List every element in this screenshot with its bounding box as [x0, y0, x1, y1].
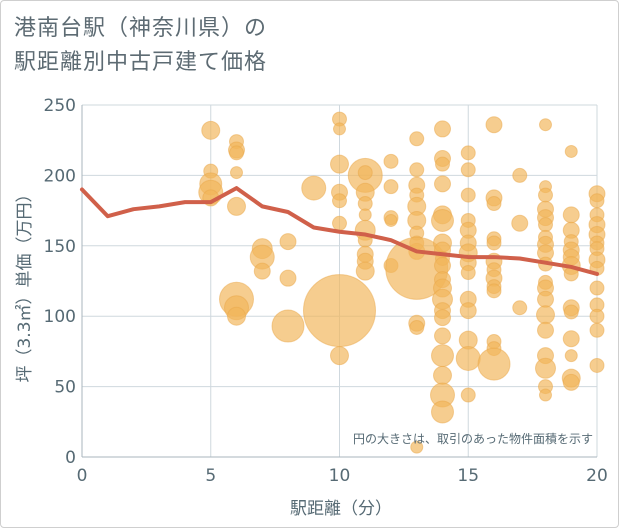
bubble-point-111: [538, 217, 553, 233]
bubble-point-22: [330, 154, 349, 174]
bubble-point-8: [230, 166, 243, 180]
bubble-point-39: [383, 179, 399, 195]
bubble-point-152: [589, 357, 605, 373]
bubble-point-56: [434, 120, 451, 138]
bubble-point-151: [589, 322, 605, 338]
bubble-point-19: [301, 175, 327, 201]
x-tick-label-5: 5: [205, 466, 216, 486]
y-tick-label-250: 250: [44, 96, 76, 116]
x-tick-label-0: 0: [77, 466, 88, 486]
bubble-point-135: [562, 330, 580, 348]
bubble-point-0: [201, 120, 221, 140]
bubble-point-119: [536, 305, 555, 325]
bubble-point-126: [562, 206, 580, 224]
average-price-line: [80, 186, 599, 276]
bubble-point-99: [486, 283, 502, 299]
bubble-point-76: [460, 145, 476, 161]
bubble-point-73: [433, 365, 452, 385]
bubble-series: [198, 111, 606, 454]
bubble-point-41: [384, 213, 398, 227]
y-axis-title: 坪（3.3㎡）単価（万円）: [15, 185, 35, 382]
bubble-point-150: [589, 308, 605, 324]
bubble-point-24: [332, 193, 347, 209]
bubble-point-17: [279, 269, 297, 287]
bubble-point-43: [409, 131, 425, 147]
bubble-point-16: [279, 233, 297, 251]
bubble-point-59: [434, 175, 451, 193]
bubble-point-38: [383, 153, 399, 169]
y-tick-label-150: 150: [44, 237, 76, 257]
x-tick-label-20: 20: [586, 466, 608, 486]
bubble-point-140: [589, 193, 605, 209]
bubble-point-32: [358, 208, 372, 222]
bubble-point-138: [562, 373, 580, 391]
bubble-point-77: [460, 162, 476, 178]
x-tick-label-15: 15: [457, 466, 479, 486]
bubble-point-104: [511, 214, 529, 232]
bubble-point-29: [357, 165, 373, 181]
bubble-point-78: [460, 187, 476, 203]
bubble-point-70: [434, 309, 451, 327]
bubble-point-89: [460, 387, 476, 403]
bubble-point-72: [431, 344, 454, 368]
bubble-point-37: [355, 261, 375, 281]
y-tick-label-200: 200: [44, 166, 76, 186]
bubble-point-136: [564, 349, 578, 363]
bubble-point-15: [253, 262, 271, 280]
bubble-point-118: [537, 290, 554, 308]
bubble-point-54: [409, 319, 425, 335]
bubble-point-102: [477, 347, 511, 381]
bubble-point-103: [512, 167, 528, 183]
bubble-point-75: [431, 400, 454, 424]
bubble-point-105: [512, 300, 528, 316]
bubble-point-88: [455, 345, 481, 371]
bubble-point-124: [539, 388, 552, 402]
bubble-point-86: [459, 302, 477, 320]
bubble-point-18: [271, 309, 305, 343]
bubble-point-12: [227, 306, 246, 326]
bubble-point-148: [589, 280, 605, 296]
x-axis-title: 駅距離（分）: [290, 499, 392, 519]
y-tick-label-50: 50: [54, 378, 76, 398]
x-tick-label-10: 10: [329, 466, 351, 486]
bubble-point-9: [227, 196, 246, 216]
bubble-point-71: [434, 327, 451, 345]
bubble-point-90: [485, 116, 503, 134]
bubble-point-25: [332, 215, 347, 231]
bubble-point-55: [410, 440, 424, 454]
bubble-point-21: [333, 122, 346, 136]
bubble-point-58: [435, 156, 450, 172]
bubble-point-125: [564, 144, 578, 158]
bubble-point-134: [563, 304, 579, 320]
bubble-point-120: [537, 321, 554, 339]
y-tick-label-0: 0: [65, 448, 76, 468]
bubble-point-27: [330, 346, 349, 366]
average-line-series: [80, 186, 599, 276]
bubble-point-94: [486, 235, 502, 251]
bubble-point-84: [460, 265, 476, 281]
bubble-point-106: [539, 118, 552, 132]
bubble-point-61: [431, 208, 454, 232]
size-annotation: 円の大きさは、取引のあった物件面積を示す: [353, 431, 593, 446]
bubble-point-108: [538, 187, 553, 203]
bubble-point-122: [535, 357, 556, 379]
bubble-point-44: [409, 162, 425, 178]
chart-title: 港南台駅（神奈川県）の 駅距離別中古戸建て価格: [14, 12, 267, 80]
chart-title-line-2: 駅距離別中古戸建て価格: [14, 50, 268, 75]
chart-title-line-1: 港南台駅（神奈川県）の: [14, 16, 268, 41]
bubble-point-92: [486, 196, 502, 212]
y-tick-label-100: 100: [44, 307, 76, 327]
bubble-point-7: [229, 145, 244, 161]
bubble-point-26: [303, 274, 376, 348]
